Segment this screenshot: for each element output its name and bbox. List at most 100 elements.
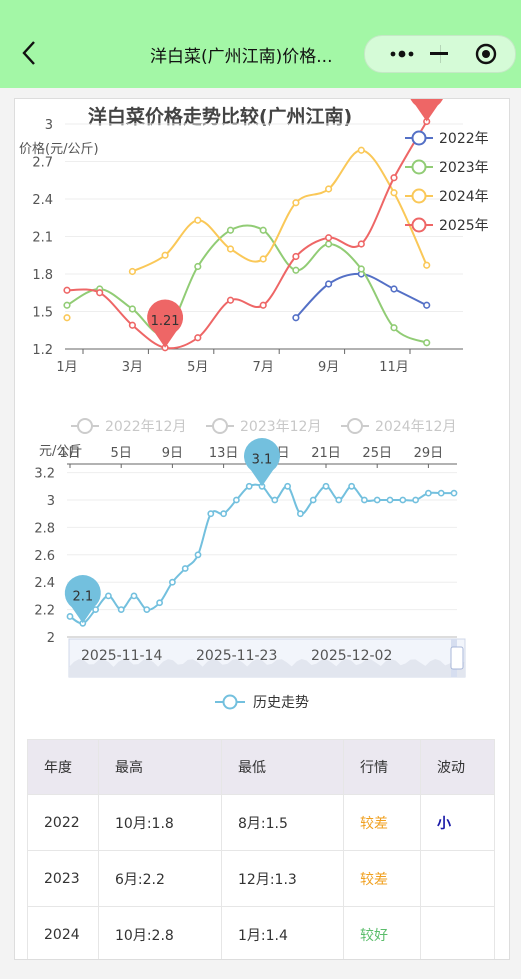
data-point: [292, 266, 300, 274]
data-point: [360, 496, 368, 504]
data-point: [292, 314, 300, 322]
x-tick-label: 11月: [379, 360, 409, 375]
data-point: [130, 592, 138, 600]
year-compare-chart: 洋白菜价格走势比较(广州江南) 价格(元/公斤) 1.2 1.5 1.8 2.1 2.4…: [19, 99, 489, 375]
y-tick-label: 2.2: [34, 604, 55, 619]
chart1-series: [63, 117, 431, 352]
chart2-legend[interactable]: 历史走势: [215, 694, 309, 711]
header-year: 年度: [27, 739, 99, 795]
cell-year: 2024: [27, 906, 99, 959]
legend-marker: [222, 694, 238, 710]
chart2-axes: 1日5日9日13日17日21日25日29日22.22.42.62.833.2: [34, 446, 457, 646]
chart2-year-legend[interactable]: 2022年12月 2023年12月 2024年12月: [71, 418, 456, 435]
data-point: [450, 489, 458, 497]
cell-low: 8月:1.5: [221, 794, 344, 851]
zoom-shadow: [69, 659, 465, 677]
data-point: [357, 240, 365, 248]
x-tick-label: 3月: [122, 360, 143, 375]
cell-year: 2022: [27, 794, 99, 851]
data-point: [181, 565, 189, 572]
data-point: [161, 251, 169, 259]
legend-label: 2022年: [439, 131, 489, 147]
x-tick-label: 5月: [187, 360, 208, 375]
y-tick-label: 3: [47, 494, 55, 509]
back-arrow-icon[interactable]: [16, 36, 46, 70]
header-high: 最高: [98, 739, 222, 795]
data-point: [128, 321, 136, 329]
zoom-date-label: 2025-11-14: [81, 648, 162, 664]
data-point: [226, 296, 235, 304]
mark-point-pin: [243, 438, 280, 487]
more-dots-icon[interactable]: [377, 36, 427, 72]
zoom-date-label: 2025-12-02: [311, 648, 392, 664]
data-point: [117, 606, 125, 613]
header-trend: 行情: [343, 739, 421, 795]
x-tick-label: 7月: [253, 360, 274, 375]
legend-label: 2024年: [439, 189, 489, 205]
y-tick-label: 2.4: [34, 576, 55, 591]
chart2-mark-points: 2.1 3.1: [64, 438, 280, 624]
mark-point-label: 1.21: [151, 314, 180, 329]
data-point: [271, 496, 279, 504]
cell-trend: 较差: [343, 794, 421, 851]
chart1-title: 洋白菜价格走势比较(广州江南): [88, 105, 352, 128]
series-legend-marker: [212, 418, 228, 434]
data-point: [259, 255, 267, 263]
cell-high: 10月:1.8: [98, 794, 222, 851]
data-point: [390, 324, 398, 332]
y-tick-label: 1.5: [32, 306, 53, 321]
data-point: [220, 510, 227, 518]
chart2-grid: [67, 472, 457, 611]
target-close-icon[interactable]: [461, 36, 511, 72]
data-point: [259, 226, 267, 234]
data-point: [245, 482, 253, 490]
cell-year: 2023: [27, 850, 99, 907]
data-point: [292, 252, 300, 261]
chart2-y-axis-label: 元/公斤: [39, 444, 82, 459]
y-tick-label: 2.4: [32, 193, 53, 208]
series-legend-marker: [347, 418, 363, 434]
legend-marker: [411, 188, 427, 204]
x-tick-label: 9月: [318, 360, 339, 375]
header-wave: 波动: [420, 739, 495, 795]
x-tick-label: 29日: [414, 446, 444, 461]
legend-label: 2023年: [439, 160, 489, 176]
data-point: [348, 482, 355, 490]
data-point: [259, 301, 267, 309]
data-point: [63, 286, 71, 294]
data-point: [194, 334, 202, 342]
cell-high: 6月:2.2: [98, 850, 222, 907]
data-point: [386, 496, 394, 504]
mark-point-label: 3.1: [252, 452, 273, 467]
data-point: [309, 496, 317, 504]
data-point: [96, 289, 104, 297]
data-zoom-slider[interactable]: 2025-11-14 2025-11-23 2025-12-02: [68, 638, 466, 678]
data-point: [226, 245, 235, 253]
data-point: [168, 578, 176, 586]
data-point: [66, 613, 74, 620]
data-point: [322, 482, 330, 490]
y-tick-label: 2: [47, 631, 55, 646]
data-point: [105, 592, 112, 600]
data-point: [284, 482, 291, 490]
zoom-date-label: 2025-11-23: [196, 648, 277, 664]
data-point: [63, 314, 71, 322]
chart1-legend[interactable]: 2022年 2023年 2024年 2025年: [405, 130, 489, 234]
x-tick-label: 21日: [311, 446, 341, 461]
data-point: [423, 261, 431, 269]
table-row: 2024 10月:2.8 1月:1.4 较好: [27, 906, 495, 959]
data-point: [399, 496, 407, 504]
minimize-icon[interactable]: [415, 36, 465, 72]
mark-point-pin: [410, 99, 443, 122]
data-point: [226, 226, 235, 234]
mark-point-label: 3.02: [412, 99, 441, 103]
series-legend-label: 2024年12月: [375, 419, 456, 435]
data-point: [412, 496, 419, 504]
mark-point-pin: [64, 575, 101, 624]
cell-wave: [420, 906, 495, 959]
data-point: [128, 305, 136, 313]
series-line-2024年: [131, 149, 428, 273]
content-card: 洋白菜价格走势比较(广州江南) 价格(元/公斤) 1.2 1.5 1.8 2.1 2.4…: [14, 98, 510, 960]
